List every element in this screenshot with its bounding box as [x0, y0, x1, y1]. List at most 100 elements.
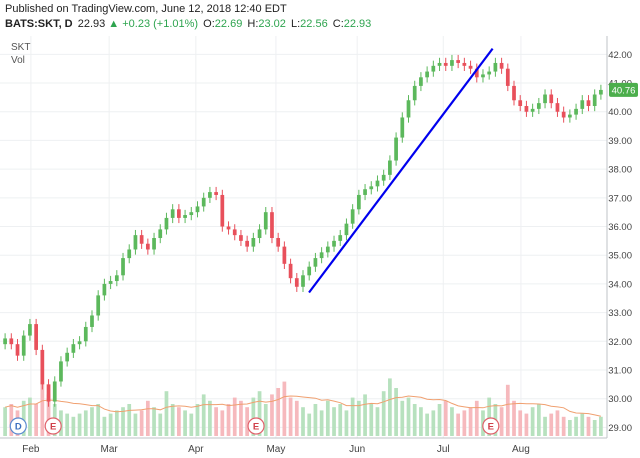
volume-bar: [592, 420, 597, 436]
price-axis[interactable]: 29.00 30.00 31.00 32.00 33.00 34.00 35.00 36.00…: [608, 50, 632, 434]
candle-body: [177, 209, 181, 218]
time-tick-label: May: [266, 444, 285, 455]
time-tick-label: Apr: [188, 444, 204, 455]
candle-body: [536, 103, 541, 109]
candle-body: [263, 212, 268, 230]
volume-bar: [90, 407, 94, 436]
volume-bar: [307, 413, 312, 436]
event-marker-d[interactable]: D: [9, 417, 27, 435]
volume-bar: [555, 410, 560, 436]
candle-body: [77, 341, 82, 345]
candle-body: [568, 114, 572, 118]
candle-body: [549, 94, 554, 104]
candle-body: [133, 235, 138, 250]
earnings-icon: [44, 417, 62, 435]
candle-body: [282, 246, 287, 264]
candle-body: [71, 344, 76, 353]
candle-body: [139, 235, 144, 244]
low-label: L:: [290, 18, 301, 30]
volume-bar: [518, 410, 523, 436]
candle-body: [512, 85, 516, 101]
volume-bar: [394, 388, 398, 436]
candle-body: [499, 62, 504, 69]
volume-moving-average: [4, 395, 602, 417]
time-tick-label: Feb: [22, 444, 40, 455]
candle-body: [325, 246, 330, 253]
volume-bar: [524, 413, 529, 436]
volume-bar: [282, 381, 287, 436]
candle-body: [313, 258, 318, 267]
time-axis[interactable]: Feb Mar Apr May Jun Jul Aug: [22, 444, 530, 455]
candle-body: [431, 65, 436, 72]
volume-bar: [46, 394, 51, 436]
volume-bar: [127, 404, 132, 436]
candle-body: [15, 344, 20, 356]
volume-bar: [251, 397, 256, 436]
candle-body: [9, 338, 14, 345]
trend-line-layer[interactable]: [308, 47, 494, 294]
candle-body: [301, 275, 305, 287]
volume-bar: [170, 404, 175, 436]
published-note: Published on TradingView.com, June 12, 2…: [5, 3, 287, 15]
time-tick-label: Jun: [349, 444, 365, 455]
candle-body: [307, 266, 312, 276]
price-tick-label: 33.00: [608, 308, 632, 319]
volume-bar: [102, 416, 107, 436]
candle-body: [152, 238, 156, 250]
candle-body: [183, 215, 187, 218]
volume-bars: [3, 378, 603, 436]
volume-bar: [406, 397, 411, 436]
trend-line[interactable]: [308, 47, 494, 294]
candle-body: [52, 381, 57, 402]
candle-body: [425, 71, 429, 78]
volume-bar: [431, 410, 436, 436]
volume-bar: [21, 400, 26, 436]
volume-bar: [599, 416, 603, 436]
candle-body: [276, 238, 281, 247]
candle-body: [406, 100, 411, 118]
volume-bar: [586, 416, 591, 436]
price-tick-label: 42.00: [608, 50, 632, 61]
candle-body: [270, 212, 274, 238]
event-marker-e[interactable]: E: [247, 417, 265, 435]
earnings-icon: [247, 417, 265, 435]
volume-bar: [338, 404, 343, 436]
volume-bar: [270, 394, 274, 436]
event-label: E: [488, 422, 494, 433]
grid-lines: [0, 36, 607, 438]
volume-bar: [499, 407, 504, 436]
volume-bar: [3, 407, 7, 436]
candle-body: [580, 100, 585, 109]
volume-bar: [183, 410, 187, 436]
candle-body: [127, 249, 132, 259]
volume-bar: [325, 400, 330, 436]
volume-bar: [369, 404, 374, 436]
candle-body: [208, 192, 212, 198]
candle-body: [121, 258, 125, 276]
candle-body: [102, 283, 107, 296]
candle-body: [450, 60, 454, 66]
candle-body: [592, 94, 597, 106]
volume-bar: [114, 410, 119, 436]
volume-bar: [201, 394, 206, 436]
volume-bar: [294, 400, 299, 436]
plot-area[interactable]: [0, 36, 607, 438]
candle-body: [294, 278, 299, 287]
event-label: E: [253, 422, 259, 433]
event-marker-e[interactable]: E: [482, 417, 500, 435]
volume-bar: [108, 413, 113, 436]
volume-bar: [456, 413, 461, 436]
candle-body: [40, 349, 45, 385]
symbol-interval: BATS:SKT, D: [5, 18, 73, 30]
event-marker-e[interactable]: E: [44, 417, 62, 435]
volume-bar: [543, 416, 547, 436]
price-tick-label: 40.00: [608, 107, 632, 118]
candle-body: [388, 160, 392, 175]
volume-bar: [344, 410, 349, 436]
volume-bar: [145, 400, 150, 436]
candle-body: [363, 189, 367, 195]
volume-bar: [220, 410, 225, 436]
volume-bar: [83, 410, 88, 436]
candle-body: [400, 117, 405, 138]
